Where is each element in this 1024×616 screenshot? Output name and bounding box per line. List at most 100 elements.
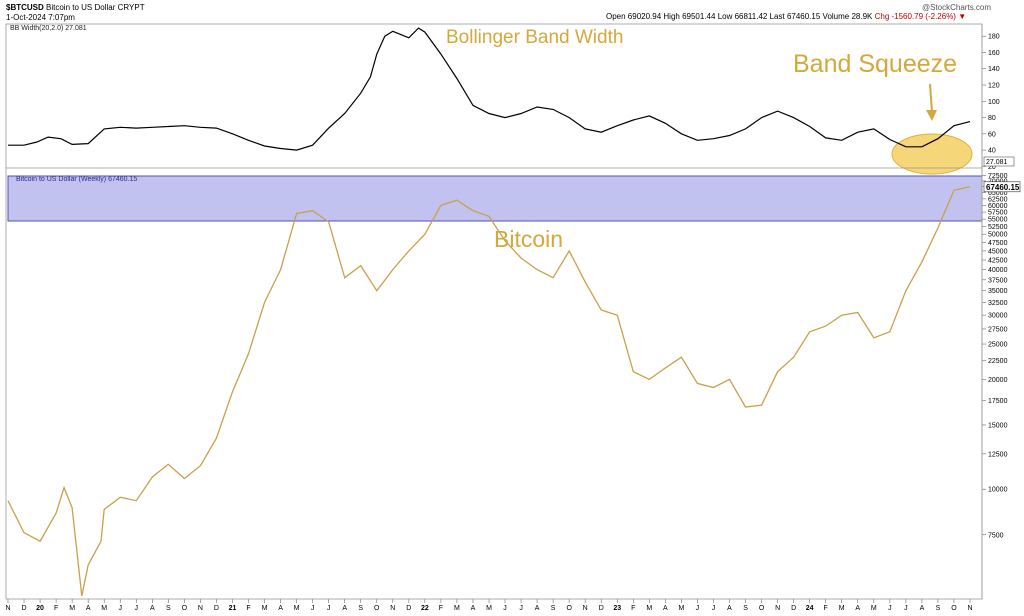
x-tick-label: O (951, 605, 957, 612)
x-tick-label: M (678, 605, 684, 612)
x-tick-label: D (791, 605, 796, 612)
bbw-y-tick-label: 140 (988, 66, 1000, 73)
x-tick-label: 20 (36, 605, 44, 612)
x-tick-label: J (503, 605, 507, 612)
x-axis: N D 20 F M A M J J A S O N D 21 F M A M J J A S O N D 22 F M A M J J A S O N… (5, 599, 973, 612)
x-tick-label: S (358, 605, 363, 612)
volume-value: Volume 28.9K (822, 12, 873, 21)
price-y-tick-label: 55000 (988, 217, 1008, 224)
bbw-value-tag: 27.081 (986, 159, 1008, 166)
source-credit: @StockCharts.com (922, 3, 992, 12)
x-tick-label: A (535, 605, 540, 612)
bbw-y-tick-label: 160 (988, 50, 1000, 57)
x-tick-label: J (888, 605, 892, 612)
price-y-tick-label: 10000 (988, 487, 1008, 494)
band-squeeze-label: Band Squeeze (793, 50, 958, 78)
low-value: Low 66811.42 (717, 12, 768, 21)
price-y-tick-label: 52500 (988, 224, 1008, 231)
x-tick-label: A (663, 605, 668, 612)
price-y-tick-label: 7500 (988, 532, 1004, 539)
price-y-tick-label: 12500 (988, 451, 1008, 458)
price-y-tick-label: 60000 (988, 203, 1008, 210)
price-y-tick-label: 20000 (988, 377, 1008, 384)
squeeze-ellipse (891, 133, 973, 175)
x-tick-label: J (904, 605, 908, 612)
bbw-panel-label: BB Width(20,2.0) 27.081 (10, 25, 87, 32)
price-panel-label: Bitcoin to US Dollar (Weekly) 67460.15 (16, 176, 137, 183)
price-y-tick-label: 62500 (988, 196, 1008, 203)
change-value: Chg -1560.79 (-2.26%) (874, 12, 956, 21)
bitcoin-label: Bitcoin (494, 226, 564, 252)
x-tick-label: N (583, 605, 588, 612)
x-tick-label: F (631, 605, 635, 612)
x-tick-label: A (150, 605, 155, 612)
x-tick-label: A (278, 605, 283, 612)
x-tick-label: N (390, 605, 395, 612)
x-tick-label: A (855, 605, 860, 612)
x-tick-label: J (118, 605, 122, 612)
bbw-y-tick-label: 40 (988, 148, 996, 155)
x-tick-label: O (374, 605, 380, 612)
last-value: Last 67460.15 (769, 12, 821, 21)
x-tick-label: 21 (229, 605, 237, 612)
chart-date: 1-Oct-2024 7:07pm (6, 13, 75, 22)
price-y-tick-label: 72500 (988, 173, 1008, 180)
price-y-tick-label: 47500 (988, 240, 1008, 247)
x-tick-label: M (839, 605, 845, 612)
exchange: CRYPT (117, 3, 145, 12)
price-y-tick-label: 45000 (988, 248, 1008, 255)
x-tick-label: M (646, 605, 652, 612)
x-tick-label: A (342, 605, 347, 612)
x-tick-label: M (262, 605, 268, 612)
chart-frame (5, 23, 983, 600)
price-value-tag: 67460.15 (986, 183, 1020, 192)
bbw-y-tick-label: 60 (988, 131, 996, 138)
highlight-band (7, 175, 983, 222)
price-y-tick-label: 32500 (988, 300, 1008, 307)
x-tick-label: M (454, 605, 460, 612)
x-tick-label: J (327, 605, 331, 612)
bbw-series-line (8, 27, 971, 151)
x-tick-label: 24 (806, 605, 814, 612)
x-tick-label: N (967, 605, 972, 612)
x-tick-label: S (936, 605, 941, 612)
bbw-value-box (983, 156, 1015, 167)
x-tick-label: M (294, 605, 300, 612)
x-tick-label: M (101, 605, 107, 612)
x-tick-label: M (871, 605, 877, 612)
symbol-name: Bitcoin to US Dollar (46, 3, 116, 12)
bbw-y-tick-label: 100 (988, 99, 1000, 106)
x-tick-label: A (920, 605, 925, 612)
high-value: High 69501.44 (663, 12, 716, 21)
bbw-y-tick-label: 120 (988, 83, 1000, 90)
bbw-y-tick-label: 80 (988, 115, 996, 122)
price-y-tick-label: 37500 (988, 277, 1008, 284)
x-tick-label: 22 (421, 605, 429, 612)
x-tick-label: D (406, 605, 411, 612)
bbw-panel: 20 40 60 80 100 120 140 160 180 BB Width(20,2.0) … (8, 25, 1015, 175)
x-tick-label: S (166, 605, 171, 612)
x-tick-label: N (5, 605, 10, 612)
x-tick-label: D (214, 605, 219, 612)
x-tick-label: O (759, 605, 765, 612)
bitcoin-price-line (7, 186, 971, 597)
x-tick-label: J (519, 605, 523, 612)
x-tick-label: J (311, 605, 315, 612)
price-y-tick-label: 30000 (988, 313, 1008, 320)
price-y-tick-label: 22500 (988, 358, 1008, 365)
change-down-icon: ▼ (958, 12, 967, 21)
price-y-tick-label: 50000 (988, 232, 1008, 239)
bbw-y-tick-label: 20 (988, 164, 996, 171)
x-tick-label: M (486, 605, 492, 612)
x-tick-label: A (471, 605, 476, 612)
open-value: Open 69020.94 (606, 12, 662, 21)
price-y-tick-label: 42500 (988, 257, 1008, 264)
price-y-tick-label: 40000 (988, 267, 1008, 274)
price-y-tick-label: 17500 (988, 398, 1008, 405)
x-tick-label: O (566, 605, 572, 612)
x-tick-label: S (743, 605, 748, 612)
x-tick-label: 23 (613, 605, 621, 612)
x-tick-label: F (54, 605, 58, 612)
x-tick-label: D (22, 605, 27, 612)
x-tick-label: N (198, 605, 203, 612)
